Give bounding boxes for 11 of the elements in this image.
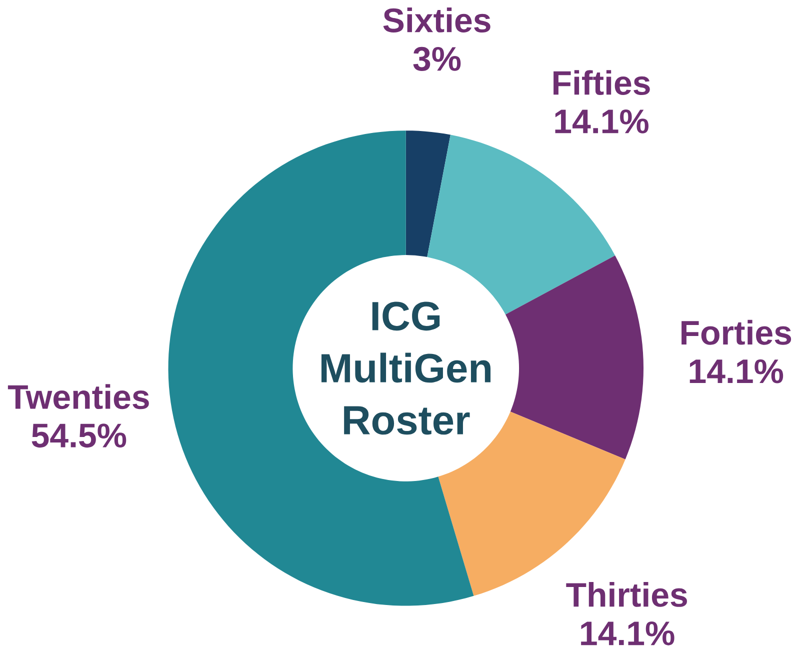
slice-label: Sixties bbox=[383, 8, 490, 33]
data-label: 3% bbox=[413, 46, 461, 72]
data-label: 14.1% bbox=[555, 110, 648, 134]
slice-label: Fifties bbox=[554, 70, 650, 96]
data-label: 54.5% bbox=[32, 424, 126, 448]
data-label: 14.1% bbox=[690, 359, 784, 384]
slice-label: Twenties bbox=[8, 384, 149, 410]
data-label: 14.1% bbox=[581, 622, 674, 646]
text: ICG MultiGen Roster bbox=[321, 302, 490, 435]
slice-label: Forties bbox=[682, 320, 792, 345]
slice-label: Thirties bbox=[566, 582, 687, 607]
